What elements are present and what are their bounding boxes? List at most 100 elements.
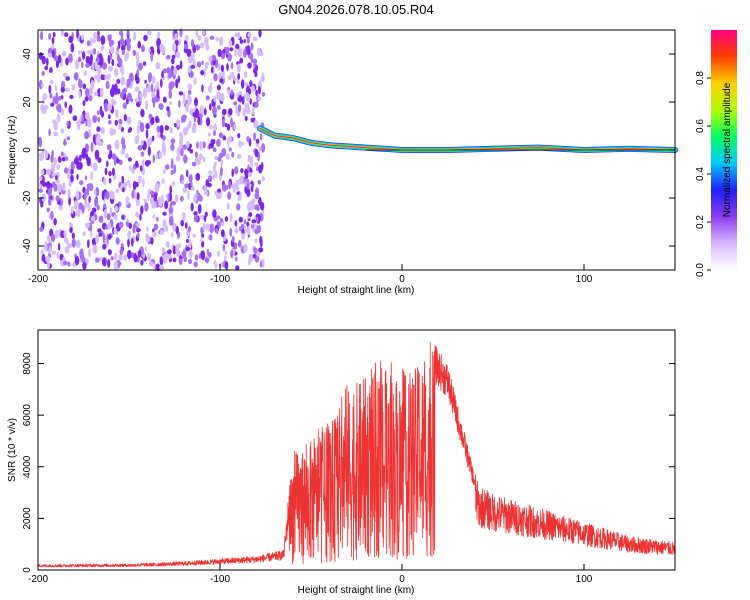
spectrogram-cell <box>84 112 90 120</box>
spectrogram-cell <box>149 46 155 56</box>
spectrogram-cell <box>47 52 52 57</box>
spectrogram-cell <box>238 216 243 223</box>
snr-y-label: SNR (10 * v/v) <box>7 418 18 482</box>
spectrogram-cell <box>161 247 166 254</box>
spectrogram-cell <box>251 219 257 224</box>
spectrogram-cell <box>181 180 185 185</box>
spectrogram-cell <box>127 238 130 248</box>
spectrogram-cell <box>247 32 252 38</box>
spectrogram-cell <box>156 125 161 133</box>
spectrogram-cell <box>226 123 231 131</box>
spectrogram-cell <box>239 175 244 185</box>
spectrogram-cell <box>219 78 224 84</box>
spectrogram-cell <box>79 249 83 259</box>
spectrogram-cell <box>99 56 102 67</box>
spectrogram-cell <box>246 221 250 227</box>
spectrogram-cell <box>153 193 158 202</box>
spectrogram-cell <box>188 249 193 259</box>
spectrogram-cell <box>69 94 74 100</box>
spectrogram-cell <box>222 183 227 192</box>
spectrogram-cell <box>156 183 161 188</box>
spectrogram-cell <box>188 120 192 128</box>
spectrogram-cell <box>134 135 139 145</box>
spectrogram-x-ticks: -200 -100 0 100 <box>28 264 593 285</box>
spectrogram-cell <box>235 103 238 114</box>
spectrogram-cell <box>47 260 50 270</box>
spectrogram-cell <box>58 205 63 211</box>
spectrogram-cell <box>104 191 110 200</box>
spectrogram-cell <box>109 54 113 60</box>
spectrogram-cell <box>227 136 232 143</box>
x-tick-label: 100 <box>576 274 593 285</box>
spectrogram-cell <box>134 97 140 103</box>
spectrogram-cell <box>98 215 104 223</box>
spectrogram-cell <box>106 75 111 81</box>
spectrogram-cell <box>80 34 84 41</box>
spectrogram-cell <box>179 60 183 70</box>
spectrogram-cell <box>68 53 73 63</box>
spectrogram-cell <box>240 223 245 229</box>
spectrogram-cell <box>236 153 242 159</box>
spectrogram-cell <box>186 49 192 58</box>
spectrogram-cell <box>122 102 127 110</box>
spectrogram-cell <box>189 71 194 79</box>
spectrogram-cell <box>42 181 47 187</box>
spectrogram-cell <box>237 31 241 40</box>
spectrogram-cell <box>246 188 251 197</box>
spectrogram-cell <box>193 77 197 85</box>
spectrogram-cell <box>85 55 91 64</box>
spectrogram-cell <box>156 31 161 40</box>
spectrogram-cell <box>111 167 115 176</box>
spectrogram-cell <box>46 57 49 67</box>
spectrogram-cell <box>241 233 246 240</box>
spectrogram-cell <box>233 101 238 106</box>
spectrogram-cell <box>247 164 250 173</box>
spectrogram-cell <box>166 106 170 112</box>
spectrogram-cell <box>111 191 115 200</box>
spectrogram-cell <box>61 157 66 162</box>
spectrogram-cell <box>107 249 112 256</box>
spectrogram-cell <box>53 218 57 226</box>
spectrogram-cell <box>197 116 201 126</box>
spectrogram-cell <box>175 78 179 89</box>
y-tick-label: 2000 <box>22 507 33 530</box>
spectrogram-cell <box>76 28 79 39</box>
spectrogram-cell <box>75 209 80 217</box>
spectrogram-cell <box>48 245 52 255</box>
spectrogram-cell <box>128 184 132 189</box>
spectrogram-cell <box>84 131 90 140</box>
spectrogram-cell <box>100 127 105 134</box>
spectrogram-cell <box>205 179 210 187</box>
spectrogram-cell <box>114 252 118 261</box>
spectrogram-cell <box>88 87 94 96</box>
spectrogram-cell <box>209 234 213 241</box>
spectrogram-cell <box>191 161 197 167</box>
spectrogram-cell <box>96 35 101 42</box>
spectrogram-cell <box>86 156 91 167</box>
spectrogram-cell <box>134 190 138 200</box>
spectrogram-cell <box>169 202 173 212</box>
colorbar-tick-label: 0.8 <box>695 71 706 85</box>
spectrogram-cell <box>197 35 202 41</box>
spectrogram-cell <box>234 166 239 175</box>
spectrogram-cell <box>149 261 154 267</box>
spectrogram-cell <box>243 48 247 58</box>
spectrogram-cell <box>54 96 59 105</box>
spectrogram-cell <box>115 158 120 164</box>
spectrogram-cell <box>114 205 119 212</box>
spectrogram-cell <box>120 44 126 52</box>
spectrogram-cell <box>174 194 179 203</box>
spectrogram-cell <box>67 166 71 176</box>
spectrogram-cell <box>197 192 201 201</box>
spectrogram-cell <box>230 89 234 96</box>
spectrogram-cell <box>102 243 107 250</box>
spectrogram-cell <box>137 144 143 151</box>
spectrogram-cell <box>121 214 124 220</box>
spectrogram-cell <box>191 124 197 134</box>
spectrogram-cell <box>237 104 242 112</box>
spectrogram-cell <box>120 37 125 46</box>
spectrogram-cell <box>258 196 262 206</box>
spectrogram-cell <box>212 106 217 116</box>
spectrogram-cell <box>97 30 100 36</box>
spectrogram-cell <box>153 223 159 231</box>
